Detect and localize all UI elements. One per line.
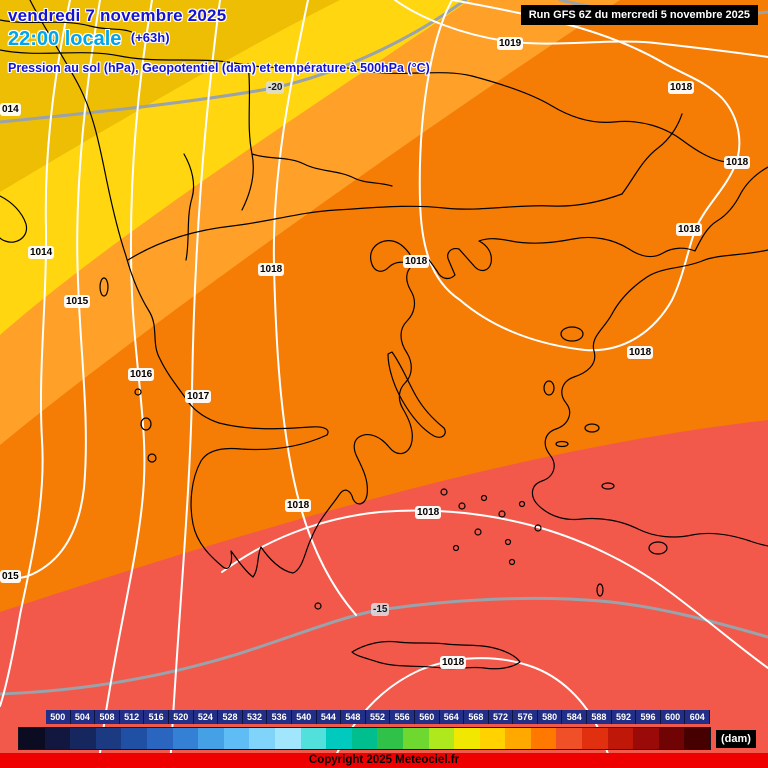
scale-value: 520 [168, 710, 194, 724]
temperature-label: -15 [371, 603, 390, 616]
scale-unit: (dam) [716, 730, 756, 748]
scale-swatch [19, 728, 45, 749]
scale-value: 556 [390, 710, 415, 724]
scale-value: 576 [513, 710, 538, 724]
scale-swatch [300, 728, 327, 749]
scale-swatch [607, 728, 634, 749]
scale-swatch [198, 728, 224, 749]
run-info-box: Run GFS 6Z du mercredi 5 novembre 2025 [520, 5, 758, 25]
forecast-date: vendredi 7 novembre 2025 [8, 6, 227, 25]
forecast-time-row: 22:00 locale (+63h) [8, 28, 430, 51]
scale-value: 544 [316, 710, 342, 724]
scale-swatch [121, 728, 147, 749]
pressure-label: 1017 [185, 390, 212, 403]
scale-value: 500 [46, 710, 71, 724]
scale-values-row: 500 504 508 512 516 520 524 528 532 536 540 544 548 5… [46, 710, 711, 724]
scale-swatch [684, 728, 711, 749]
scale-value: 516 [144, 710, 169, 724]
scale-swatch [326, 728, 352, 749]
copyright-band: Copyright 2025 Meteociel.fr [0, 753, 768, 768]
pressure-label: 1019 [497, 37, 524, 50]
pressure-label: 1018 [668, 81, 695, 94]
pressure-label: 1018 [627, 346, 654, 359]
scale-swatch [658, 728, 685, 749]
forecast-time: 22:00 locale [8, 28, 122, 50]
scale-swatch [172, 728, 199, 749]
scale-swatch [454, 728, 480, 749]
scale-value: 512 [119, 710, 145, 724]
pressure-label: 1014 [28, 246, 55, 259]
scale-swatch [351, 728, 378, 749]
scale-swatch [223, 728, 250, 749]
scale-value: 564 [439, 710, 465, 724]
scale-swatch [428, 728, 455, 749]
pressure-label: 1018 [403, 255, 430, 268]
scale-value: 584 [562, 710, 588, 724]
scale-swatch [70, 728, 96, 749]
scale-value: 580 [537, 710, 563, 724]
scale-swatch [95, 728, 122, 749]
pressure-label: 014 [0, 103, 21, 116]
scale-value: 568 [464, 710, 489, 724]
scale-value: 532 [242, 710, 268, 724]
pressure-label: 1015 [64, 295, 91, 308]
scale-value: 524 [193, 710, 219, 724]
scale-value: 604 [685, 710, 711, 724]
scale-swatch [633, 728, 659, 749]
scale-value: 552 [365, 710, 391, 724]
scale-value: 508 [95, 710, 120, 724]
scale-value: 600 [660, 710, 686, 724]
pressure-label: 1018 [258, 263, 285, 276]
pressure-label: 1018 [285, 499, 312, 512]
scale-swatch [249, 728, 275, 749]
temperature-label: -20 [266, 81, 285, 94]
scale-value: 560 [414, 710, 440, 724]
forecast-offset: (+63h) [130, 30, 170, 45]
scale-value: 536 [267, 710, 292, 724]
header: vendredi 7 novembre 2025 22:00 locale (+… [8, 6, 430, 75]
scale-swatch [530, 728, 557, 749]
scale-value: 572 [488, 710, 514, 724]
coastlines [0, 0, 768, 670]
pressure-label: 1018 [440, 656, 467, 669]
scale-swatch [505, 728, 531, 749]
scale-swatch [556, 728, 583, 749]
pressure-label: 1018 [724, 156, 751, 169]
map-subtitle: Pression au sol (hPa), Geopotentiel (dam… [8, 61, 430, 75]
scale-value: 592 [611, 710, 637, 724]
islands [99, 277, 668, 610]
scale-value: 540 [291, 710, 317, 724]
scale-swatch [44, 728, 71, 749]
scale-swatch [479, 728, 506, 749]
scale-value: 528 [218, 710, 243, 724]
pressure-label: 015 [0, 570, 21, 583]
scale-value: 548 [341, 710, 366, 724]
scale-swatch [582, 728, 608, 749]
scale-swatch [377, 728, 403, 749]
scale-value: 588 [587, 710, 612, 724]
scale-value: 596 [636, 710, 661, 724]
scale-swatch [402, 728, 429, 749]
scale-swatch [274, 728, 301, 749]
pressure-label: 1018 [415, 506, 442, 519]
scale-swatches-row [18, 727, 712, 750]
pressure-label: 1018 [676, 223, 703, 236]
pressure-label: 1016 [128, 368, 155, 381]
scale-swatch [146, 728, 173, 749]
scale-value: 504 [70, 710, 96, 724]
